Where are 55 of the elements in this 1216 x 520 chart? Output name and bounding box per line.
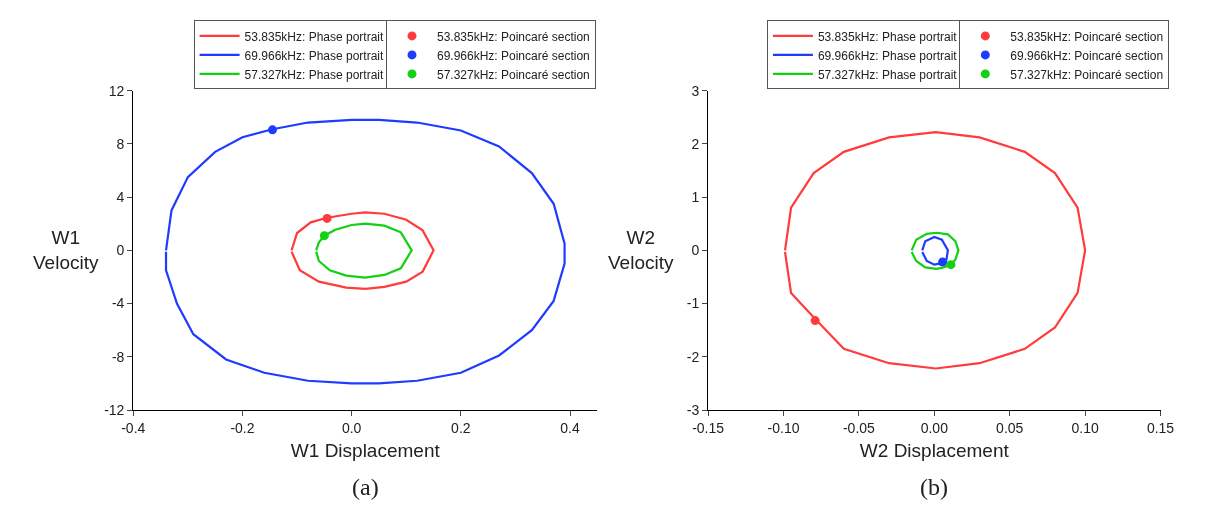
text: (a): [352, 474, 379, 500]
x-axis-title: W2 Displacement: [859, 439, 1010, 461]
x-tick-label: 0.4: [560, 419, 580, 436]
point: [810, 316, 820, 326]
y-tick-label: 0: [691, 242, 700, 259]
x-tick-label: -0.05: [842, 419, 876, 436]
x-tick-label: -0.2: [230, 419, 255, 436]
x-tick-label: -0.15: [692, 419, 725, 436]
line-series: [164, 118, 566, 385]
point: [268, 125, 277, 135]
point: [938, 257, 948, 267]
y-tick-label: -4: [111, 295, 125, 312]
point: [946, 260, 956, 270]
legend-label: 57.327kHz: Poincaré section: [436, 67, 590, 82]
legend-label: 69.966kHz: Phase portrait: [244, 48, 385, 63]
x-tick-label: 0.15: [1146, 419, 1175, 436]
legend-label: 53.835kHz: Poincaré section: [436, 29, 590, 44]
line-series: [290, 211, 435, 291]
x-tick-label: -0.10: [767, 419, 800, 436]
text: (b): [920, 474, 948, 500]
y-tick-label: 12: [108, 82, 125, 99]
y-tick-label: 1: [691, 188, 700, 205]
y-tick-label: -2: [686, 348, 700, 365]
line-series: [783, 131, 1087, 370]
legend-label: 69.966kHz: Poincaré section: [436, 48, 590, 63]
point: [322, 213, 332, 223]
y-axis-title: W2 Velocity: [608, 227, 674, 273]
x-tick-label: 0.05: [996, 419, 1024, 436]
legend-label: 57.327kHz: Phase portrait: [817, 67, 958, 82]
legend-label: 57.327kHz: Poincaré section: [1010, 67, 1164, 82]
y-tick-label: 4: [116, 188, 125, 205]
line-series: [910, 231, 960, 271]
x-tick-label: 0.10: [1071, 419, 1099, 436]
legend-label: 69.966kHz: Poincaré section: [1010, 48, 1164, 63]
legend-label: 69.966kHz: Phase portrait: [817, 48, 958, 63]
y-tick-label: 2: [691, 135, 700, 152]
x-tick-label: 0.0: [341, 419, 362, 436]
legend-label: 53.835kHz: Phase portrait: [817, 29, 958, 44]
y-tick-label: -8: [111, 348, 125, 365]
y-tick-label: 0: [116, 242, 125, 259]
x-axis-title: W1 Displacement: [290, 439, 441, 461]
y-axis-title: W1 Velocity: [33, 227, 99, 273]
point: [319, 231, 329, 241]
y-tick-label: -3: [686, 401, 700, 418]
y-tick-label: -12: [104, 401, 125, 418]
x-tick-label: 0.2: [451, 419, 471, 436]
x-tick-label: -0.4: [121, 419, 146, 436]
x-tick-label: 0.00: [920, 419, 949, 436]
legend-label: 57.327kHz: Phase portrait: [244, 67, 385, 82]
legend-label: 53.835kHz: Phase portrait: [244, 29, 385, 44]
line-series: [315, 222, 413, 279]
legend-label: 53.835kHz: Poincaré section: [1010, 29, 1164, 44]
y-tick-label: -1: [686, 295, 700, 312]
y-tick-label: 8: [116, 135, 125, 152]
y-tick-label: 3: [691, 82, 700, 99]
